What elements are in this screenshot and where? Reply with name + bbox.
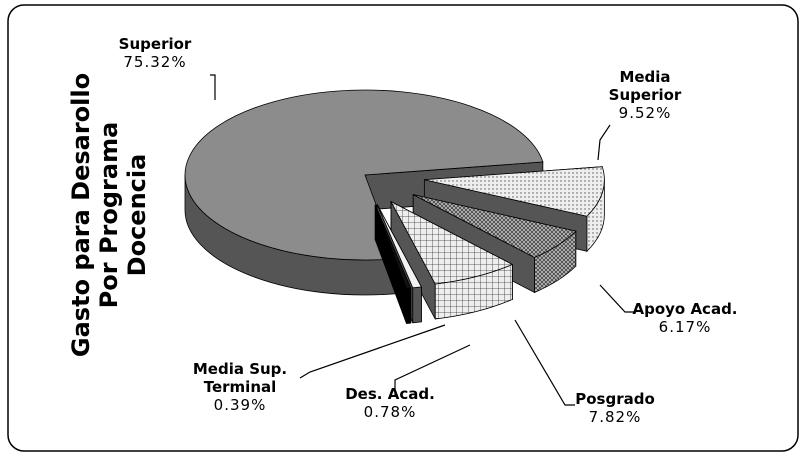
- title-line: Gasto para Desarollo: [67, 72, 95, 358]
- value-label: 0.78%: [363, 403, 417, 421]
- value-label: 6.17%: [658, 318, 712, 336]
- category-label: Apoyo Acad.: [632, 300, 738, 318]
- leader-line: [299, 324, 446, 379]
- leader-line: [597, 124, 611, 161]
- data-label: Media Sup. Terminal 0.39%: [170, 360, 310, 414]
- pie: [184, 89, 605, 324]
- pie-slice: [424, 166, 605, 217]
- data-label: Des. Acad. 0.78%: [330, 385, 450, 421]
- leader-line: [599, 284, 635, 313]
- data-label: Media Superior 9.52%: [585, 68, 705, 122]
- title-line: Por Programa: [95, 121, 123, 309]
- value-label: 75.32%: [123, 53, 187, 71]
- pie-slice: [390, 200, 514, 285]
- category-label: Superior: [118, 35, 192, 53]
- leader-line: [210, 74, 216, 100]
- value-label: 0.39%: [213, 396, 267, 414]
- category-label: Des. Acad.: [345, 385, 435, 403]
- value-label: 7.82%: [588, 408, 642, 426]
- leader-lines: [210, 74, 635, 406]
- chart-title: Gasto para Desarollo Por Programa Docenc…: [67, 65, 151, 365]
- category-label: Media Sup. Terminal: [192, 360, 288, 396]
- value-label: 9.52%: [618, 104, 672, 122]
- pie-slice: [374, 204, 412, 289]
- leader-line: [394, 344, 471, 395]
- slice-side: [406, 287, 412, 324]
- category-label: Posgrado: [575, 390, 655, 408]
- slice-side: [412, 286, 422, 324]
- data-label: Apoyo Acad. 6.17%: [605, 300, 765, 336]
- category-label: Media Superior: [608, 68, 682, 104]
- title-line: Docencia: [123, 153, 151, 277]
- frame: [7, 4, 799, 452]
- pie-slice: [184, 89, 544, 261]
- leader-line: [514, 319, 575, 406]
- data-label: Posgrado 7.82%: [555, 390, 675, 426]
- data-label: Superior 75.32%: [95, 35, 215, 71]
- pie-slice: [413, 194, 577, 258]
- pie-slice: [376, 204, 423, 289]
